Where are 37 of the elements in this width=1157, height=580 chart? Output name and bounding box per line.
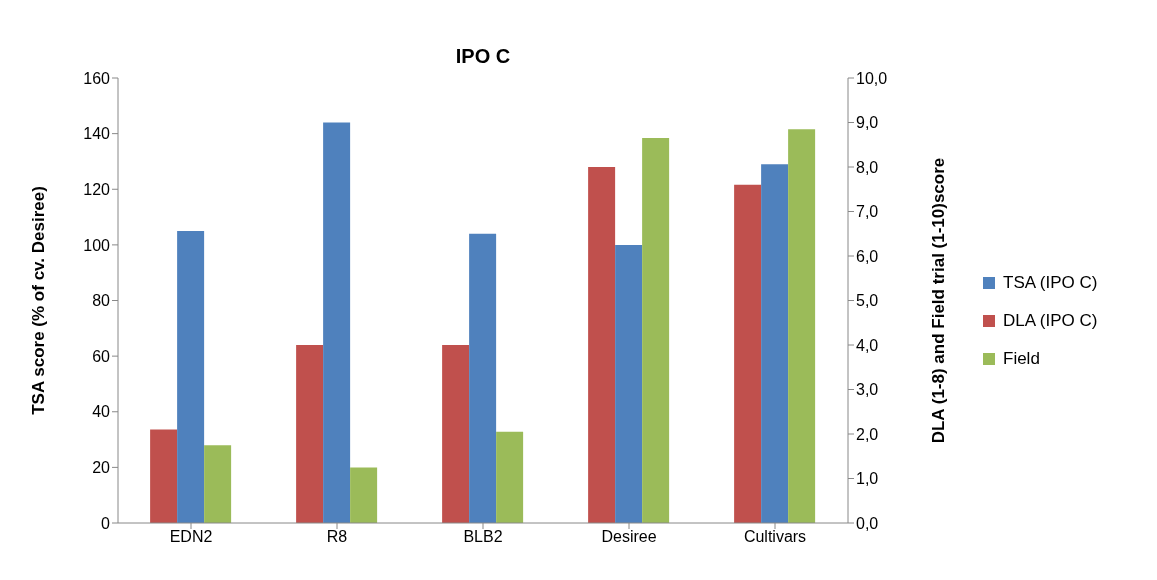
bar xyxy=(177,230,205,523)
bar xyxy=(323,122,351,523)
legend-label: DLA (IPO C) xyxy=(1003,311,1098,331)
y2-tick-label: 10,0 xyxy=(856,69,888,87)
x-tick-label: BLB2 xyxy=(463,528,503,546)
legend-label: TSA (IPO C) xyxy=(1003,273,1098,293)
y2-tick-label: 0,0 xyxy=(856,514,879,532)
y2-tick-label: 9,0 xyxy=(856,114,879,132)
bar xyxy=(350,467,378,523)
bar xyxy=(204,445,232,523)
x-tick-label: Cultivars xyxy=(743,528,807,546)
y2-tick-label: 8,0 xyxy=(856,158,879,176)
y-tick-label: 140 xyxy=(83,125,111,143)
y-tick-label: 20 xyxy=(92,459,111,477)
y2-tick-label: 3,0 xyxy=(856,381,879,399)
y2-tick-label: 4,0 xyxy=(856,336,879,354)
y-tick-label: 0 xyxy=(101,514,111,532)
y2-tick-label: 7,0 xyxy=(856,203,879,221)
y2-tick-label: 6,0 xyxy=(856,247,879,265)
y2-tick-label: 2,0 xyxy=(856,425,879,443)
y-tick-label: 80 xyxy=(92,292,111,310)
y-axis-title: TSA score (% of cv. Desiree) xyxy=(29,186,49,415)
chart-title: IPO C xyxy=(455,45,511,67)
x-tick-label: EDN2 xyxy=(169,528,213,546)
y-tick-label: 40 xyxy=(92,403,111,421)
legend-label: Field xyxy=(1003,349,1040,369)
bar xyxy=(496,431,524,523)
y2-tick-label: 5,0 xyxy=(856,292,879,310)
y2-tick-label: 1,0 xyxy=(856,470,879,488)
y-tick-label: 100 xyxy=(83,236,111,254)
y2-axis-title: DLA (1-8) and Field trial (1-10)score xyxy=(929,157,949,444)
y-tick-label: 120 xyxy=(83,180,111,198)
x-tick-label: R8 xyxy=(326,528,348,546)
y-tick-label: 60 xyxy=(92,347,111,365)
y-tick-label: 160 xyxy=(83,69,111,87)
bar xyxy=(150,429,178,523)
x-tick-label: Desiree xyxy=(601,528,657,546)
